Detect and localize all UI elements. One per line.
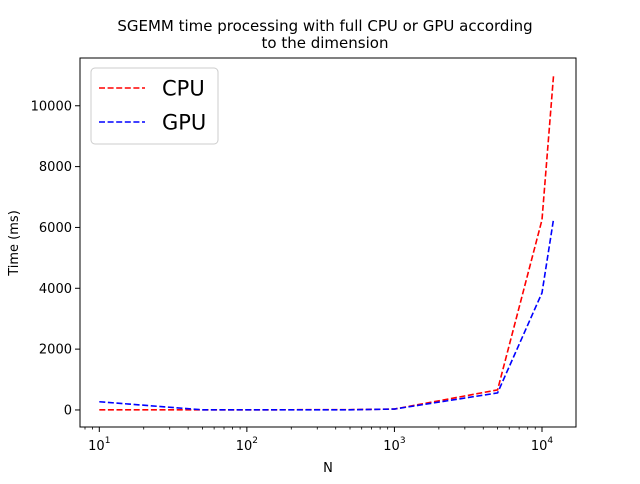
legend-label-cpu: CPU	[162, 77, 205, 101]
legend: CPU GPU	[90, 67, 219, 145]
x-tick-label: 101	[88, 436, 110, 454]
y-tick-label: 8000	[39, 160, 72, 175]
y-tick-label: 10000	[31, 99, 72, 114]
y-tick-label: 4000	[39, 282, 72, 297]
x-tick-label: 102	[236, 436, 258, 454]
x-tick-label: 104	[531, 436, 554, 454]
y-tick-label: 6000	[39, 221, 72, 236]
series-layer	[99, 73, 555, 411]
legend-label-gpu: GPU	[162, 111, 206, 135]
x-tick-label: 103	[383, 436, 405, 454]
x-axis-label: N	[323, 461, 333, 476]
chart-title: SGEMM time processing with full CPU or G…	[117, 17, 532, 52]
y-axis-ticks: 0 2000 4000 6000 8000 10000	[31, 99, 80, 418]
y-tick-label: 2000	[39, 343, 72, 358]
axes-frame	[79, 57, 577, 428]
x-axis-ticks: 101 102 103 104	[84, 427, 554, 454]
y-tick-label: 0	[64, 403, 72, 418]
series-line-gpu	[99, 218, 555, 411]
plot-area: 101 102 103 104 0 2000 4000 6000 8000 10000	[31, 57, 577, 454]
series-line-cpu	[99, 73, 555, 411]
legend-frame	[90, 67, 219, 145]
y-axis-label: Time (ms)	[7, 210, 22, 277]
